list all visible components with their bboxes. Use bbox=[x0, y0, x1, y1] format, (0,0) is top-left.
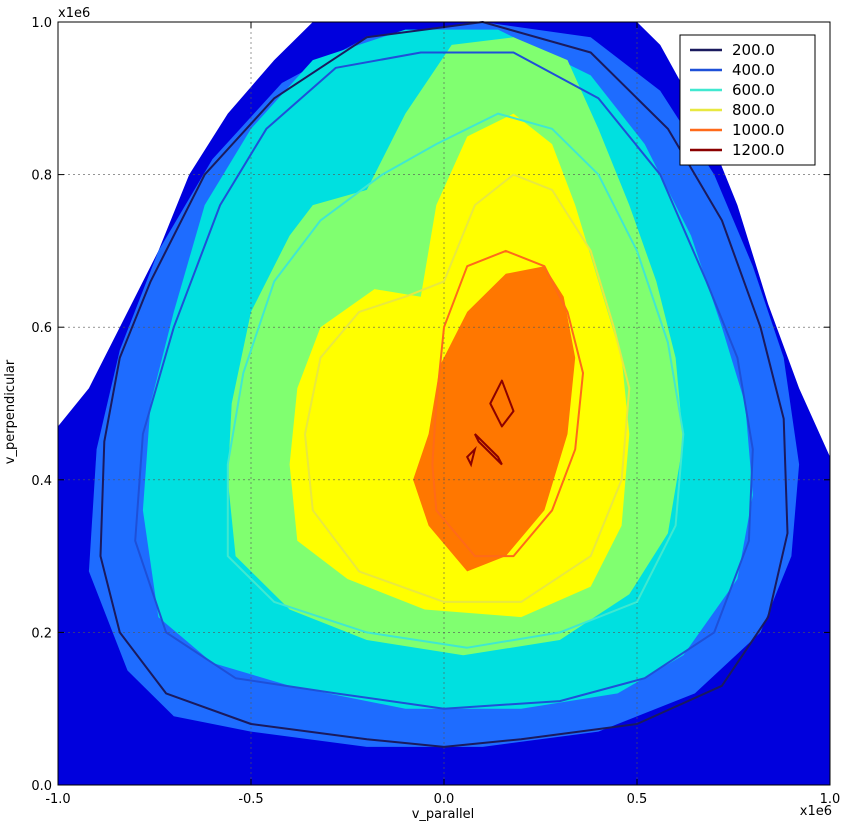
x-axis-label: v_parallel bbox=[412, 807, 475, 822]
y-tick-label-2: 0.4 bbox=[31, 474, 52, 489]
legend-label-200.0: 200.0 bbox=[732, 41, 775, 59]
legend-label-1000.0: 1000.0 bbox=[732, 121, 785, 139]
contour-lines bbox=[99, 21, 789, 748]
y-tick-label-4: 0.8 bbox=[31, 169, 52, 184]
y-tick-label-1: 0.2 bbox=[31, 626, 52, 641]
x-tick-label-4: 1.0 bbox=[820, 792, 841, 807]
legend-label-400.0: 400.0 bbox=[732, 61, 775, 79]
contour-island-0 bbox=[474, 433, 503, 466]
y-tick-label-5: 1.0 bbox=[31, 16, 52, 31]
contour-line-400.0 bbox=[134, 51, 754, 710]
contour-line-800.0 bbox=[304, 173, 631, 603]
legend-label-1200.0: 1200.0 bbox=[732, 141, 785, 159]
filled-level-5 bbox=[413, 266, 576, 572]
y-tick-label-3: 0.6 bbox=[31, 321, 52, 336]
x-tick-label-2: 0.0 bbox=[434, 792, 455, 807]
contour-line-200.0 bbox=[99, 21, 789, 748]
legend-box bbox=[679, 34, 816, 166]
contour-island-1 bbox=[465, 446, 477, 468]
x-ticks: -1.0 -0.5 0.0 0.5 1.0 bbox=[45, 22, 840, 807]
legend-label-800.0: 800.0 bbox=[732, 101, 775, 119]
x-tick-label-3: 0.5 bbox=[627, 792, 648, 807]
x-tick-label-1: -0.5 bbox=[238, 792, 263, 807]
x-tick-label-0: -1.0 bbox=[45, 792, 70, 807]
legend-label-600.0: 600.0 bbox=[732, 81, 775, 99]
y-multiplier: x1e6 bbox=[58, 6, 90, 21]
legend: 200.0 400.0 600.0 800.0 1000.0 1200.0 bbox=[679, 34, 816, 166]
contour-line-1000.0 bbox=[431, 249, 584, 558]
y-ticks: 0.0 0.2 0.4 0.6 0.8 1.0 bbox=[31, 16, 830, 794]
x-multiplier: x1e6 bbox=[800, 804, 832, 819]
y-axis-label: v_perpendicular bbox=[3, 359, 18, 464]
contour-line-1200.0 bbox=[489, 379, 515, 428]
y-tick-label-0: 0.0 bbox=[31, 779, 52, 794]
contour-line-600.0 bbox=[226, 112, 685, 649]
